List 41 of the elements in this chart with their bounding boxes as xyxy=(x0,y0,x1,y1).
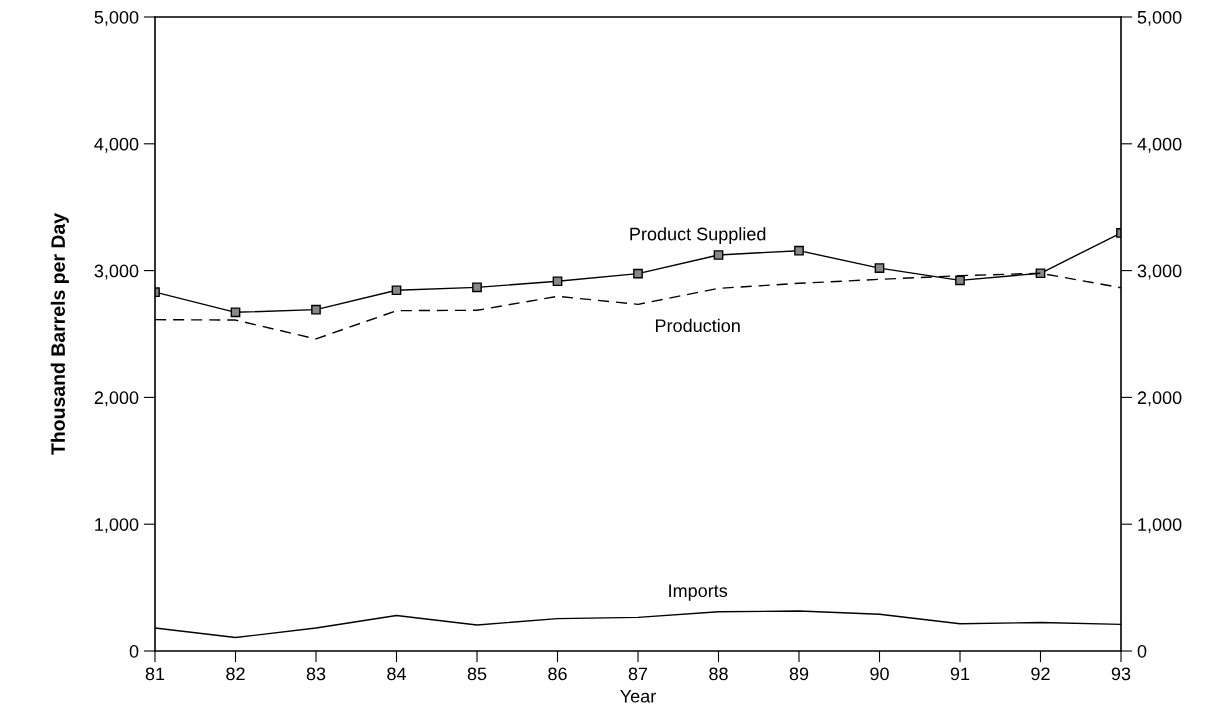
y-tick-label: 0 xyxy=(129,644,139,658)
y-tick-label: 2,000 xyxy=(94,391,139,407)
x-tick-label: 84 xyxy=(387,667,407,681)
x-tick-label: 93 xyxy=(1111,667,1131,681)
y-tick-label: 4,000 xyxy=(94,137,139,153)
y-tick-label: 3,000 xyxy=(94,264,139,280)
x-axis-title: Year xyxy=(620,690,656,703)
y2-tick-label: 4,000 xyxy=(1137,137,1182,153)
y2-tick-label: 2,000 xyxy=(1137,391,1182,407)
point xyxy=(230,307,241,318)
series-label: Production xyxy=(655,318,740,333)
point xyxy=(955,275,965,286)
x-tick-label: 85 xyxy=(467,667,487,681)
x-tick-label: 86 xyxy=(548,667,567,681)
point xyxy=(311,304,321,315)
x-tick-label: 90 xyxy=(870,667,889,681)
x-tick-label: 88 xyxy=(709,667,728,681)
x-tick-label: 89 xyxy=(789,667,809,681)
y-tick-label: 5,000 xyxy=(94,10,139,26)
y2-tick-label: 0 xyxy=(1137,644,1147,658)
y-axis-title: Thousand Barrels per Day xyxy=(50,213,69,455)
point xyxy=(552,276,563,287)
x-tick-label: 83 xyxy=(306,667,326,681)
point xyxy=(391,285,402,296)
point xyxy=(472,282,482,293)
x-tick-label: 91 xyxy=(950,667,970,681)
point xyxy=(633,268,643,279)
y2-tick-label: 3,000 xyxy=(1137,264,1182,280)
point xyxy=(874,263,885,273)
series-label: Imports xyxy=(669,584,728,601)
point xyxy=(794,245,804,256)
x-tick-label: 82 xyxy=(226,667,245,681)
x-tick-label: 81 xyxy=(145,667,165,681)
y2-tick-label: 1,000 xyxy=(1138,518,1182,534)
series-label: Product Supplied xyxy=(630,227,766,244)
x-tick-label: 92 xyxy=(1031,667,1050,681)
point xyxy=(713,250,724,260)
x-tick-label: 87 xyxy=(628,667,648,681)
point xyxy=(1035,268,1046,279)
y-tick-label: 1,000 xyxy=(95,518,139,534)
y2-tick-label: 5,000 xyxy=(1137,10,1182,26)
